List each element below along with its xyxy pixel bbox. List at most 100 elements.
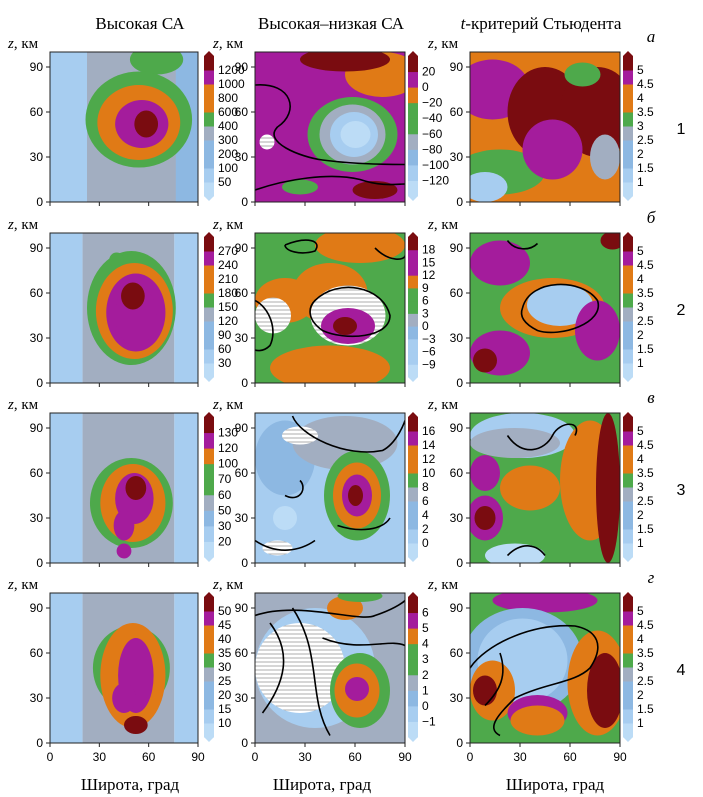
- colorbar-min-arrow: [204, 737, 214, 742]
- heatmap-background: [50, 233, 83, 383]
- colorbar-label: 4: [637, 272, 644, 286]
- contour-region: [340, 121, 371, 148]
- colorbar-swatch: [408, 287, 418, 302]
- colorbar-swatch: [204, 667, 214, 682]
- colorbar-label: 100: [218, 161, 238, 175]
- plot-frame: [49, 51, 199, 203]
- contour-line: [506, 545, 546, 557]
- contour-line: [506, 423, 578, 451]
- colorbar-label: 3.5: [637, 646, 654, 660]
- row-number: 3: [677, 482, 686, 499]
- colorbar-label: 25: [218, 674, 232, 688]
- plot-frame: [49, 232, 199, 384]
- y-axis-label: z, км: [7, 36, 39, 52]
- colorbar-swatch: [204, 653, 214, 668]
- contour-region: [470, 172, 508, 202]
- colorbar-label: 1: [637, 536, 644, 550]
- plot-frame: [49, 412, 199, 564]
- y-tick-label: 30: [450, 331, 464, 345]
- colorbar-swatch: [204, 98, 214, 113]
- colorbar-swatch: [623, 543, 633, 558]
- y-tick-label: 60: [450, 646, 464, 660]
- colorbar-label: 2: [422, 522, 429, 536]
- y-tick-label: 60: [235, 466, 249, 480]
- y-axis-label: z, км: [427, 397, 459, 413]
- x-tick-label: 60: [563, 750, 577, 764]
- plot-frame: [469, 592, 621, 744]
- colorbar-max-arrow: [204, 412, 214, 417]
- colorbar-swatch: [204, 525, 214, 542]
- colorbar-label: 2.5: [637, 133, 654, 147]
- contour-line: [255, 539, 316, 551]
- contour-line: [520, 283, 600, 334]
- contour-region: [522, 119, 583, 180]
- colorbar-swatch: [623, 237, 633, 252]
- colorbar-label: 4.5: [637, 258, 654, 272]
- y-tick-label: 60: [30, 646, 44, 660]
- colorbar-swatch: [408, 313, 418, 327]
- row-number: 4: [677, 662, 686, 679]
- y-axis-label-var: z: [212, 577, 219, 593]
- colorbar-label: 20: [218, 534, 232, 548]
- colorbar-min-arrow: [204, 377, 214, 382]
- heatmap-field: [255, 413, 405, 563]
- y-tick-label: 0: [241, 376, 248, 390]
- y-axis-label-unit: , км: [219, 36, 244, 52]
- colorbar-label: 2: [637, 147, 644, 161]
- contour-region: [109, 252, 124, 268]
- colorbar-label: −100: [422, 158, 449, 172]
- colorbar-swatch: [408, 249, 418, 263]
- y-tick-label: 60: [235, 105, 249, 119]
- colorbar-label: 10: [422, 466, 436, 480]
- colorbar-swatch: [623, 251, 633, 266]
- colorbar-label: 2.5: [637, 494, 654, 508]
- colorbar-swatch: [408, 364, 418, 378]
- y-axis-label-var: z: [212, 397, 219, 413]
- colorbar-label: 8: [422, 480, 429, 494]
- colorbar-swatch: [204, 126, 214, 141]
- y-tick-label: 90: [450, 241, 464, 255]
- y-tick-label: 30: [30, 331, 44, 345]
- colorbar-swatch: [408, 473, 418, 488]
- colorbar-swatch: [408, 487, 418, 502]
- y-axis-label-unit: , км: [14, 36, 39, 52]
- colorbar-label: 3: [637, 300, 644, 314]
- colorbar-label: 120: [218, 314, 238, 328]
- y-axis-label-var: z: [7, 36, 14, 52]
- colorbar-label: 14: [422, 438, 436, 452]
- colorbar-swatch: [623, 625, 633, 640]
- colorbar-label: 4: [422, 508, 429, 522]
- heatmap-field: [470, 233, 620, 383]
- y-axis-label-var: z: [427, 397, 434, 413]
- colorbar-label: 5: [637, 244, 644, 258]
- y-axis-label-var: z: [7, 217, 14, 233]
- contour-line: [322, 637, 405, 647]
- colorbar-swatch: [204, 723, 214, 738]
- heatmap-field: [255, 593, 405, 743]
- colorbar-swatch: [623, 293, 633, 308]
- colorbar-label: 3: [422, 306, 429, 320]
- plot-frame: [254, 232, 406, 384]
- colorbar-min-arrow: [204, 557, 214, 562]
- plot-frame: [469, 51, 621, 203]
- colorbar-swatch: [204, 349, 214, 364]
- colorbar-label: 70: [218, 472, 232, 486]
- colorbar-swatch: [204, 293, 214, 308]
- colorbar-swatch: [623, 126, 633, 141]
- colorbar-swatch: [408, 338, 418, 353]
- y-axis-label-unit: , км: [14, 397, 39, 413]
- colorbar-label: 3: [422, 652, 429, 666]
- y-axis-label-var: z: [212, 217, 219, 233]
- colorbar-swatch: [204, 265, 214, 280]
- contour-line: [255, 84, 405, 166]
- colorbar-swatch: [623, 307, 633, 322]
- colorbar-swatch: [623, 653, 633, 668]
- contour-region: [510, 705, 565, 736]
- y-axis-label-unit: , км: [14, 217, 39, 233]
- colorbar-label: 2.5: [637, 674, 654, 688]
- colorbar-swatch: [408, 529, 418, 544]
- y-tick-label: 60: [450, 105, 464, 119]
- colorbar-label: 40: [218, 632, 232, 646]
